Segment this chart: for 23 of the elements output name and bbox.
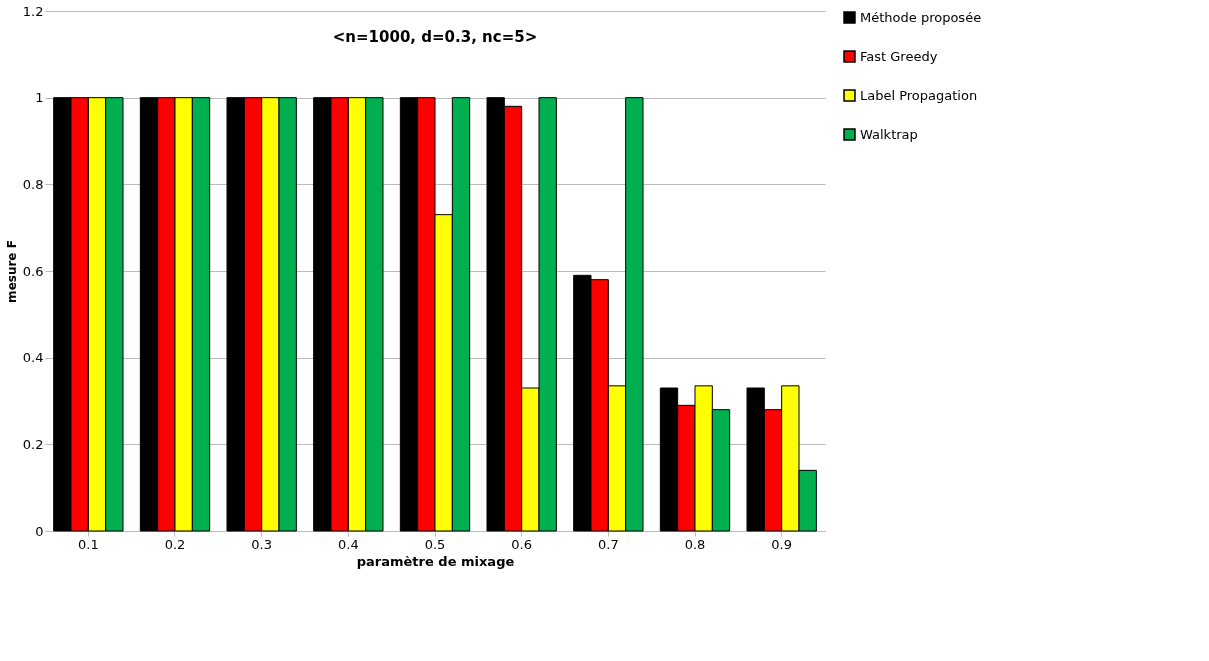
- legend-label: Walktrap: [860, 126, 918, 142]
- legend-label: Label Propagation: [860, 87, 978, 103]
- x-tick-label: 0.5: [424, 536, 446, 552]
- legend-label: Fast Greedy: [860, 48, 938, 64]
- y-tick-label: 0.8: [22, 176, 44, 192]
- y-tick-label: 0.4: [22, 350, 44, 366]
- x-tick-label: 0.9: [771, 536, 793, 552]
- y-tick-label: 0: [35, 523, 44, 539]
- legend-label: Méthode proposée: [860, 9, 982, 25]
- y-tick-label: 0.2: [22, 436, 44, 452]
- y-tick-label: 1.2: [22, 3, 44, 19]
- x-tick-label: 0.4: [337, 536, 359, 552]
- y-axis-title: mesure F: [4, 240, 19, 303]
- y-tick-label: 1: [35, 90, 44, 106]
- x-tick-label: 0.6: [511, 536, 533, 552]
- x-tick-label: 0.2: [164, 536, 186, 552]
- y-tick-label: 0.6: [22, 263, 44, 279]
- x-axis-title: paramètre de mixage: [356, 553, 515, 569]
- x-tick-label: 0.1: [77, 536, 99, 552]
- x-tick-label: 0.3: [251, 536, 273, 552]
- x-tick-label: 0.7: [597, 536, 619, 552]
- x-tick-label: 0.8: [684, 536, 706, 552]
- text: <n=1000, d=0.3, nc=5>: [332, 28, 538, 46]
